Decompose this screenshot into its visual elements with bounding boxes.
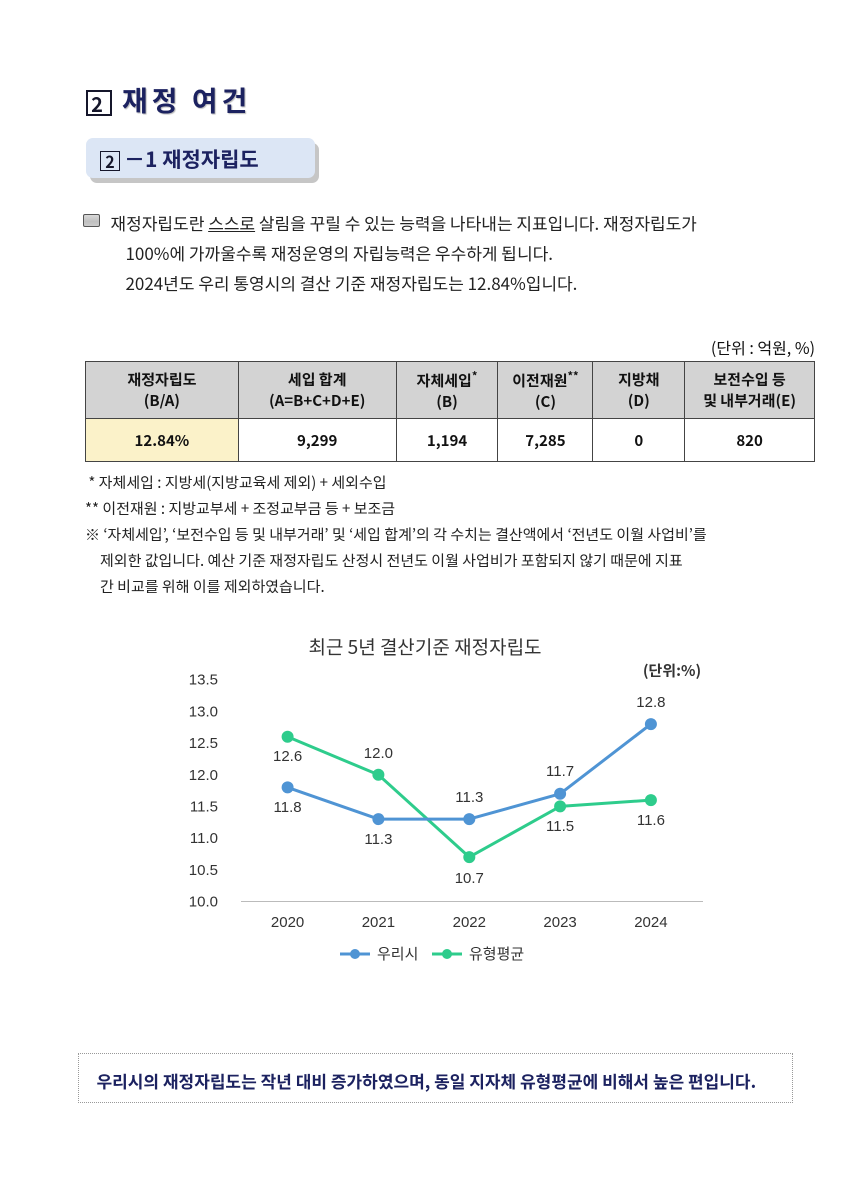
svg-text:12.6: 12.6 (273, 748, 302, 765)
svg-text:11.3: 11.3 (364, 831, 392, 848)
svg-text:2023: 2023 (543, 914, 576, 931)
svg-text:12.8: 12.8 (636, 694, 665, 711)
svg-text:11.7: 11.7 (546, 763, 574, 780)
svg-text:12.5: 12.5 (189, 735, 218, 752)
svg-text:10.0: 10.0 (189, 894, 218, 911)
svg-text:11.5: 11.5 (546, 818, 574, 835)
svg-text:2021: 2021 (362, 914, 395, 931)
svg-text:11.0: 11.0 (190, 830, 218, 847)
svg-text:11.5: 11.5 (190, 798, 218, 815)
svg-text:11.6: 11.6 (637, 812, 665, 829)
svg-text:10.5: 10.5 (189, 862, 218, 879)
svg-text:11.8: 11.8 (274, 799, 302, 816)
svg-text:2020: 2020 (271, 914, 304, 931)
svg-text:(단위:%): (단위:%) (643, 660, 701, 681)
svg-text:10.7: 10.7 (455, 870, 484, 887)
svg-text:13.0: 13.0 (189, 703, 218, 720)
svg-text:유형평균: 유형평균 (469, 946, 524, 963)
svg-text:11.3: 11.3 (455, 789, 483, 806)
svg-text:12.0: 12.0 (189, 767, 218, 784)
svg-text:13.5: 13.5 (189, 672, 218, 689)
svg-text:12.0: 12.0 (364, 745, 393, 762)
svg-text:2024: 2024 (634, 914, 667, 931)
svg-text:2022: 2022 (453, 914, 486, 931)
svg-text:우리시: 우리시 (377, 946, 418, 963)
